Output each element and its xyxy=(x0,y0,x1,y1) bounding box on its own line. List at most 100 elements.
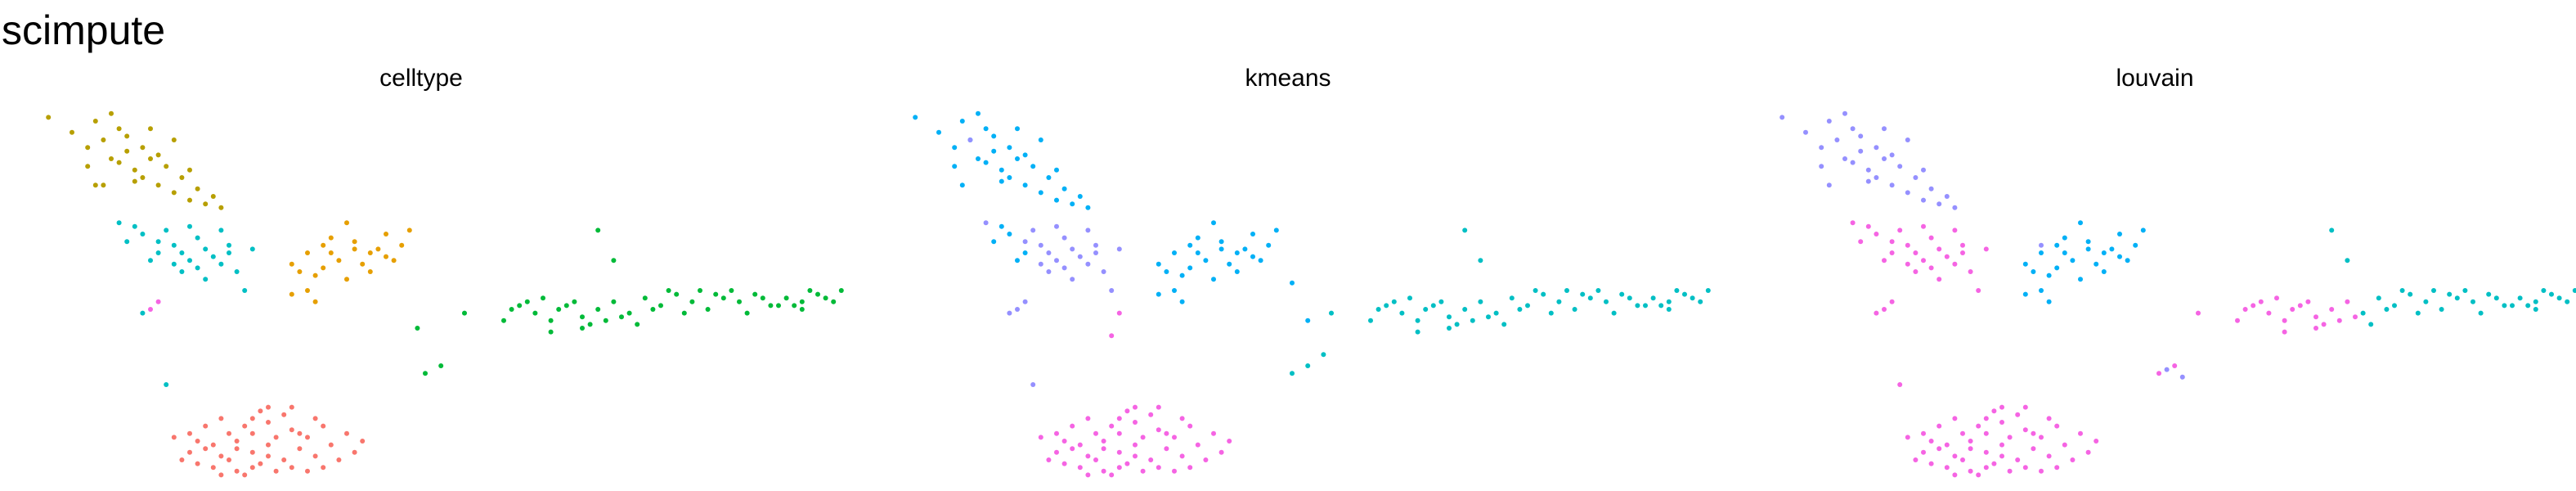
scatter-point xyxy=(2022,404,2028,410)
scatter-point xyxy=(352,449,357,455)
scatter-point xyxy=(913,115,918,120)
scatter-point xyxy=(587,322,593,327)
scatter-point xyxy=(2078,277,2083,282)
scatter-point xyxy=(1976,288,1981,293)
scatter-point xyxy=(1968,468,1973,474)
scatter-point xyxy=(1525,303,1530,309)
scatter-point xyxy=(991,148,997,154)
scatter-point xyxy=(2039,468,2044,474)
scatter-point xyxy=(2062,250,2067,255)
scatter-point xyxy=(2015,412,2021,417)
scatter-point xyxy=(2345,299,2350,304)
scatter-point xyxy=(210,465,216,471)
scatter-point xyxy=(328,235,334,241)
scatter-point xyxy=(1211,220,1216,226)
scatter-point xyxy=(344,277,349,282)
scatter-point xyxy=(1478,299,1483,304)
scatter-point xyxy=(195,265,200,271)
panel-title-louvain: louvain xyxy=(2116,65,2193,92)
scatter-point xyxy=(1968,439,1973,444)
scatter-point xyxy=(2305,299,2311,304)
scatter-point xyxy=(242,472,248,478)
scatter-point xyxy=(179,250,185,255)
scatter-point xyxy=(187,223,192,229)
scatter-point xyxy=(2007,468,2013,474)
scatter-point xyxy=(203,423,209,429)
scatter-point xyxy=(132,223,137,229)
scatter-point xyxy=(1156,291,1161,297)
scatter-point xyxy=(375,246,381,252)
scatter-point xyxy=(1046,457,1052,462)
scatter-point xyxy=(406,227,412,233)
scatter-point xyxy=(1882,307,1887,312)
scatter-point xyxy=(1329,310,1334,316)
scatter-point xyxy=(1085,261,1091,267)
scatter-point xyxy=(2392,303,2397,309)
scatter-point xyxy=(92,119,98,124)
scatter-point xyxy=(1897,227,1903,233)
scatter-point xyxy=(1858,148,1864,154)
scatter-point xyxy=(258,461,263,466)
scatter-point xyxy=(1234,250,1240,255)
scatter-point xyxy=(1556,299,1562,304)
scatter-point xyxy=(681,310,687,316)
scatter-point xyxy=(2039,242,2044,248)
scatter-point xyxy=(548,318,554,323)
scatter-point xyxy=(1999,442,2004,448)
scatter-point xyxy=(541,295,545,301)
scatter-point xyxy=(1101,439,1106,444)
scatter-point xyxy=(2101,250,2107,255)
scatter-point xyxy=(124,133,130,139)
scatter-point xyxy=(187,197,192,203)
scatter-point xyxy=(234,439,240,444)
scatter-point xyxy=(983,220,989,226)
scatter-point xyxy=(1438,299,1444,304)
scatter-point xyxy=(1179,453,1185,459)
scatter-point xyxy=(1819,164,1824,169)
scatter-point xyxy=(1889,182,1895,188)
points-group xyxy=(913,110,1711,478)
scatter-point xyxy=(1061,439,1067,444)
scatter-point xyxy=(2415,310,2421,316)
scatter-point xyxy=(1124,408,1130,414)
scatter-point xyxy=(1234,269,1240,274)
scatter-point xyxy=(266,404,271,410)
scatter-point xyxy=(234,269,240,274)
scatter-point xyxy=(2109,246,2115,252)
scatter-point xyxy=(2297,303,2303,309)
scatter-point xyxy=(1116,430,1122,436)
scatter-point xyxy=(991,133,997,139)
scatter-point xyxy=(1874,145,1879,151)
scatter-point xyxy=(249,246,255,252)
scatter-point xyxy=(976,110,981,116)
scatter-point xyxy=(1928,461,1934,466)
scatter-point xyxy=(249,416,255,421)
scatter-point xyxy=(1030,164,1036,169)
scatter-point xyxy=(2251,303,2256,309)
scatter-point xyxy=(281,457,287,462)
scatter-point xyxy=(171,137,177,142)
scatter-point xyxy=(1587,295,1593,301)
scatter-point xyxy=(1218,239,1224,245)
scatter-point xyxy=(1015,258,1020,264)
scatter-point xyxy=(1156,427,1161,433)
scatter-point xyxy=(1156,261,1161,267)
scatter-point xyxy=(768,303,774,309)
scatter-point xyxy=(1116,246,1122,252)
scatter-point xyxy=(1580,291,1586,297)
scatter-point xyxy=(1517,307,1523,312)
scatter-point xyxy=(384,232,388,236)
scatter-point xyxy=(1928,235,1934,241)
scatter-point xyxy=(619,314,624,320)
scatter-point xyxy=(164,382,169,387)
scatter-point xyxy=(2525,303,2531,309)
scatter-point xyxy=(1423,307,1429,312)
scatter-point xyxy=(1070,446,1075,452)
scatter-point xyxy=(799,299,805,304)
scatter-point xyxy=(1046,175,1052,180)
scatter-point xyxy=(218,472,224,478)
scatter-point xyxy=(1913,457,1919,462)
scatter-point xyxy=(2510,303,2515,309)
scatter-point xyxy=(952,145,958,151)
scatter-point xyxy=(572,299,577,304)
